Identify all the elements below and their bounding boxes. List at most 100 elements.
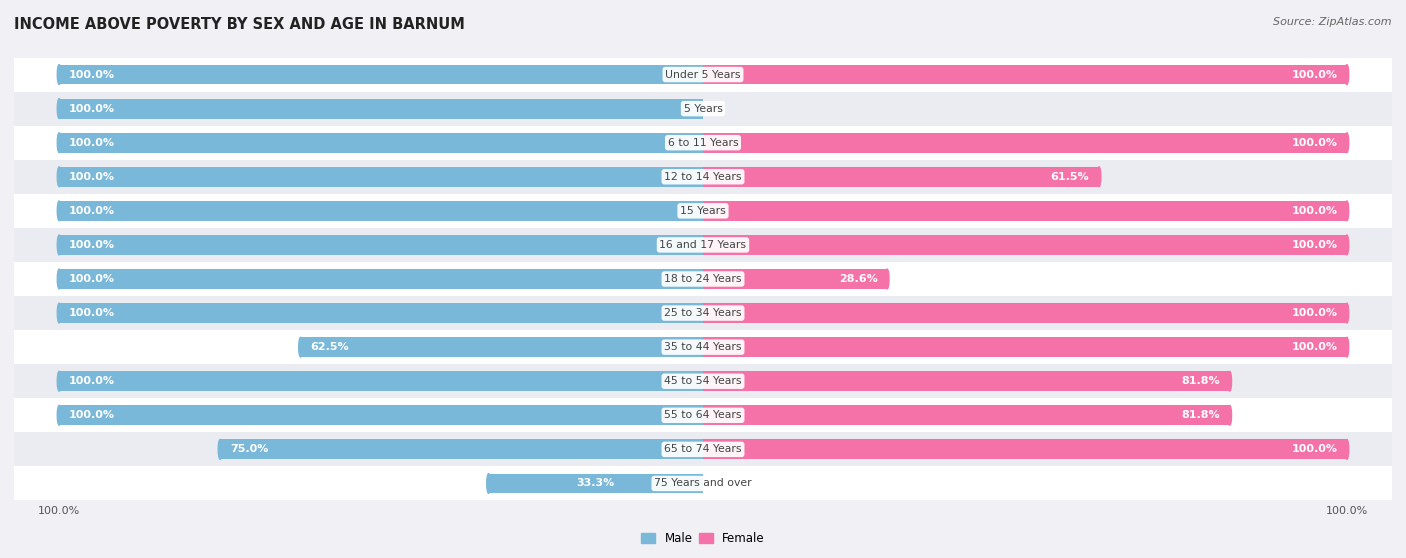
Text: 100.0%: 100.0% <box>1291 206 1337 216</box>
Text: 62.5%: 62.5% <box>311 342 349 352</box>
Text: 100.0%: 100.0% <box>69 308 115 318</box>
Bar <box>703 440 1347 459</box>
Text: 100.0%: 100.0% <box>69 104 115 114</box>
Text: 18 to 24 Years: 18 to 24 Years <box>664 274 742 284</box>
Text: 12 to 14 Years: 12 to 14 Years <box>664 172 742 182</box>
Circle shape <box>1346 201 1348 221</box>
Circle shape <box>58 99 60 118</box>
Text: 33.3%: 33.3% <box>576 478 614 488</box>
Text: 100.0%: 100.0% <box>1291 308 1337 318</box>
Text: 100.0%: 100.0% <box>69 206 115 216</box>
Text: 16 and 17 Years: 16 and 17 Years <box>659 240 747 250</box>
Bar <box>301 337 703 357</box>
Bar <box>59 65 703 84</box>
Bar <box>221 440 703 459</box>
Text: 81.8%: 81.8% <box>1181 410 1220 420</box>
Circle shape <box>58 201 60 221</box>
Circle shape <box>58 235 60 255</box>
Circle shape <box>58 167 60 187</box>
Text: INCOME ABOVE POVERTY BY SEX AND AGE IN BARNUM: INCOME ABOVE POVERTY BY SEX AND AGE IN B… <box>14 17 465 32</box>
Text: 65 to 74 Years: 65 to 74 Years <box>664 444 742 454</box>
Text: 100.0%: 100.0% <box>69 376 115 386</box>
Bar <box>0 194 1406 228</box>
Text: 100.0%: 100.0% <box>1291 444 1337 454</box>
Bar <box>59 201 703 221</box>
Legend: Male, Female: Male, Female <box>637 527 769 550</box>
Bar <box>59 99 703 118</box>
Bar <box>0 330 1406 364</box>
Circle shape <box>886 269 889 289</box>
Circle shape <box>1227 371 1232 391</box>
Text: 35 to 44 Years: 35 to 44 Years <box>664 342 742 352</box>
Bar <box>703 371 1230 391</box>
Bar <box>703 337 1347 357</box>
Text: 5 Years: 5 Years <box>683 104 723 114</box>
Text: 100.0%: 100.0% <box>69 410 115 420</box>
Text: 100.0%: 100.0% <box>1291 138 1337 148</box>
Circle shape <box>1346 337 1348 357</box>
Bar <box>59 371 703 391</box>
Text: 45 to 54 Years: 45 to 54 Years <box>664 376 742 386</box>
Text: 81.8%: 81.8% <box>1181 376 1220 386</box>
Bar <box>0 398 1406 432</box>
Bar <box>703 235 1347 255</box>
Text: 55 to 64 Years: 55 to 64 Years <box>664 410 742 420</box>
Circle shape <box>58 371 60 391</box>
Bar <box>703 303 1347 323</box>
Bar <box>0 432 1406 466</box>
Circle shape <box>58 303 60 323</box>
Bar <box>703 133 1347 152</box>
Bar <box>703 269 887 289</box>
Bar <box>59 406 703 425</box>
Text: 61.5%: 61.5% <box>1050 172 1090 182</box>
Text: 100.0%: 100.0% <box>69 240 115 250</box>
Bar <box>59 167 703 187</box>
Circle shape <box>218 440 222 459</box>
Bar <box>703 65 1347 84</box>
Circle shape <box>1346 133 1348 152</box>
Bar <box>59 235 703 255</box>
Text: 28.6%: 28.6% <box>839 274 877 284</box>
Bar <box>0 57 1406 92</box>
Bar <box>59 133 703 152</box>
Bar <box>0 296 1406 330</box>
Text: 75.0%: 75.0% <box>229 444 269 454</box>
Bar <box>59 269 703 289</box>
Text: 100.0%: 100.0% <box>69 274 115 284</box>
Circle shape <box>1346 65 1348 84</box>
Circle shape <box>58 65 60 84</box>
Text: 25 to 34 Years: 25 to 34 Years <box>664 308 742 318</box>
Text: Source: ZipAtlas.com: Source: ZipAtlas.com <box>1274 17 1392 27</box>
Bar <box>59 303 703 323</box>
Bar <box>0 126 1406 160</box>
Bar <box>0 228 1406 262</box>
Text: 100.0%: 100.0% <box>69 172 115 182</box>
Circle shape <box>1346 303 1348 323</box>
Bar <box>703 406 1230 425</box>
Text: 75 Years and over: 75 Years and over <box>654 478 752 488</box>
Bar <box>703 201 1347 221</box>
Bar <box>0 92 1406 126</box>
Text: 15 Years: 15 Years <box>681 206 725 216</box>
Circle shape <box>58 406 60 425</box>
Circle shape <box>1227 406 1232 425</box>
Circle shape <box>1346 235 1348 255</box>
Text: 100.0%: 100.0% <box>69 70 115 80</box>
Circle shape <box>58 269 60 289</box>
Bar <box>489 474 703 493</box>
Bar <box>703 167 1099 187</box>
Circle shape <box>1097 167 1101 187</box>
Text: Under 5 Years: Under 5 Years <box>665 70 741 80</box>
Bar <box>0 262 1406 296</box>
Circle shape <box>486 474 491 493</box>
Bar <box>0 160 1406 194</box>
Circle shape <box>298 337 302 357</box>
Bar <box>0 466 1406 501</box>
Circle shape <box>1346 440 1348 459</box>
Text: 100.0%: 100.0% <box>1291 70 1337 80</box>
Bar <box>0 364 1406 398</box>
Text: 6 to 11 Years: 6 to 11 Years <box>668 138 738 148</box>
Text: 100.0%: 100.0% <box>1291 342 1337 352</box>
Text: 100.0%: 100.0% <box>1291 240 1337 250</box>
Circle shape <box>58 133 60 152</box>
